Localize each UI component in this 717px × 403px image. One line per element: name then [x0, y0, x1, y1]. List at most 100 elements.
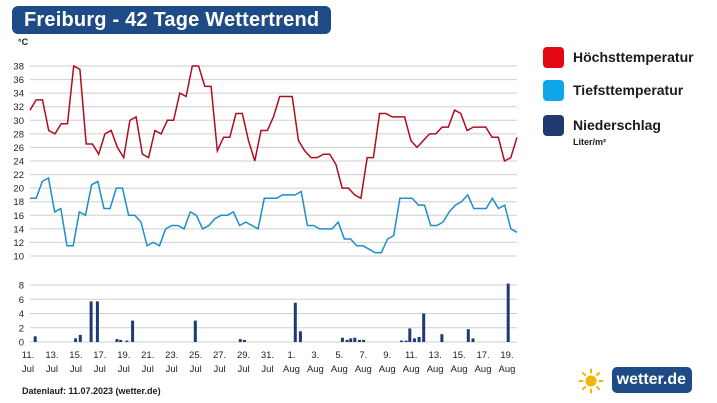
precipitation-bar [400, 340, 403, 342]
precipitation-grid [30, 284, 517, 343]
x-tick-day: 11. [22, 350, 35, 361]
x-tick-month: Jul [190, 364, 202, 375]
x-tick-day: 5. [335, 350, 343, 361]
legend-label-precip: Niederschlag [573, 117, 661, 133]
x-tick-month: Jul [142, 364, 154, 375]
temperature-axis-labels: 10 12 14 16 18 20 22 24 26 28 30 32 34 36 38 [13, 62, 24, 263]
temperature-grid [30, 65, 517, 257]
min-temperature-line [30, 176, 518, 254]
temp-tick-label: 10 [13, 252, 24, 263]
precipitation-bar [417, 337, 421, 342]
precip-tick-label: 8 [19, 281, 24, 292]
page-title: Freiburg - 42 Tage Wettertrend [12, 6, 332, 34]
x-tick-day: 13. [429, 350, 442, 361]
temp-tick-label: 18 [13, 197, 24, 208]
legend-label-max: Höchsttemperatur [573, 49, 694, 65]
precip-tick-label: 6 [19, 295, 24, 306]
x-tick-day: 25. [189, 350, 202, 361]
x-tick-day: 3. [311, 350, 319, 361]
x-tick-month: Aug [283, 364, 300, 375]
temp-tick-label: 22 [13, 170, 24, 181]
x-tick-month: Jul [94, 364, 106, 375]
temp-tick-label: 36 [13, 75, 24, 86]
legend-label-min: Tiefsttemperatur [573, 82, 684, 98]
precipitation-bar [412, 338, 416, 342]
legend-swatch-precip [543, 115, 564, 136]
x-tick-month: Aug [475, 364, 492, 375]
precipitation-bar [293, 302, 297, 342]
x-tick-day: 11. [405, 350, 418, 361]
x-tick-month: Jul [261, 364, 273, 375]
temp-tick-label: 14 [13, 224, 24, 235]
precipitation-bar [74, 338, 78, 342]
max-temperature-line [29, 64, 518, 200]
precipitation-bar [131, 320, 135, 342]
precip-tick-label: 0 [19, 338, 24, 349]
temp-tick-label: 34 [13, 89, 24, 100]
x-axis-labels: 11. Jul 13. Jul 15. Jul 17. Jul 19. Jul 21. Jul 23. J… [22, 350, 516, 375]
precipitation-bar [362, 339, 366, 342]
x-tick-month: Jul [118, 364, 130, 375]
precipitation-bar [404, 340, 408, 342]
precip-tick-label: 4 [19, 309, 24, 320]
precipitation-bar [125, 340, 129, 342]
precipitation-bar [440, 334, 444, 342]
temperature-unit: °C [18, 37, 29, 47]
legend-swatch-min [543, 80, 564, 101]
x-tick-month: Aug [427, 364, 444, 375]
x-tick-day: 19. [117, 350, 130, 361]
x-tick-day: 27. [213, 350, 226, 361]
temp-tick-label: 28 [13, 129, 24, 140]
temp-tick-label: 20 [13, 184, 24, 195]
x-tick-month: Aug [307, 364, 324, 375]
precipitation-bar [345, 339, 349, 342]
precipitation-bar [358, 339, 361, 342]
precipitation-axis-labels: 0 2 4 6 8 [19, 281, 24, 349]
x-tick-day: 19. [500, 350, 513, 361]
precipitation-bar [408, 328, 412, 342]
precipitation-bar [298, 331, 302, 342]
precipitation-bar [78, 334, 82, 342]
data-run-note: Datenlauf: 11.07.2023 (wetter.de) [22, 386, 161, 396]
precipitation-bar [340, 337, 344, 342]
precipitation-bar [353, 337, 357, 342]
precipitation-unit: Liter/m² [573, 137, 607, 147]
x-tick-day: 1. [287, 350, 295, 361]
temp-tick-label: 30 [13, 116, 24, 127]
x-tick-month: Jul [70, 364, 82, 375]
x-tick-month: Aug [379, 364, 396, 375]
precipitation-bar [243, 339, 246, 342]
x-tick-month: Aug [499, 364, 516, 375]
precipitation-bar [466, 329, 470, 342]
temp-tick-label: 32 [13, 102, 24, 113]
temp-tick-label: 26 [13, 143, 24, 154]
precipitation-bar [422, 313, 426, 342]
x-tick-day: 13. [45, 350, 58, 361]
precipitation-bar [115, 339, 119, 342]
precipitation-bar [119, 339, 123, 342]
precipitation-bar [471, 338, 475, 342]
precipitation-bar [89, 301, 93, 342]
x-tick-month: Jul [22, 364, 34, 375]
precip-tick-label: 2 [19, 323, 24, 334]
precipitation-bar [506, 283, 510, 342]
x-tick-month: Jul [46, 364, 58, 375]
x-tick-day: 29. [237, 350, 250, 361]
x-tick-day: 31. [261, 350, 274, 361]
x-tick-month: Aug [403, 364, 420, 375]
x-tick-month: Aug [451, 364, 468, 375]
x-tick-month: Jul [237, 364, 249, 375]
precipitation-bars [33, 283, 510, 342]
x-tick-day: 17. [476, 350, 489, 361]
temp-tick-label: 24 [13, 157, 24, 168]
x-tick-day: 23. [165, 350, 178, 361]
x-tick-month: Aug [331, 364, 348, 375]
precipitation-bar [95, 301, 99, 342]
precipitation-bar [238, 339, 242, 342]
precipitation-bar [33, 336, 37, 342]
brand-logo: wetter.de [612, 367, 692, 393]
x-tick-day: 15. [452, 350, 465, 361]
precipitation-bar [193, 320, 197, 342]
sun-icon [578, 368, 604, 394]
